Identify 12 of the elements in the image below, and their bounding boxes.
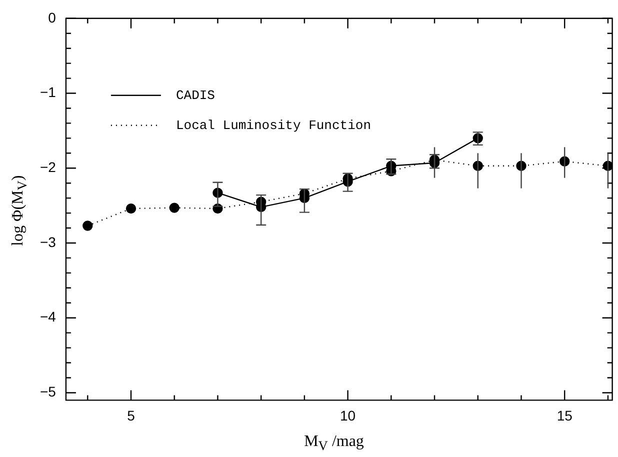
- y-tick-label: 0: [48, 9, 56, 26]
- y-tick-label: −3: [40, 234, 56, 250]
- legend-label: Local Luminosity Function: [176, 118, 372, 133]
- x-tick-label: 10: [340, 407, 356, 424]
- y-tick-label: −4: [40, 308, 56, 325]
- x-axis-title: M$_{V}$ /mag: [303, 433, 365, 454]
- y-tick-label: −5: [40, 384, 56, 400]
- x-tick-label: 15: [556, 407, 573, 424]
- y-tick-label: −1: [40, 84, 56, 100]
- legend-label: CADIS: [176, 88, 216, 103]
- x-tick-label: 5: [127, 407, 136, 424]
- y-tick-label: −2: [40, 158, 56, 175]
